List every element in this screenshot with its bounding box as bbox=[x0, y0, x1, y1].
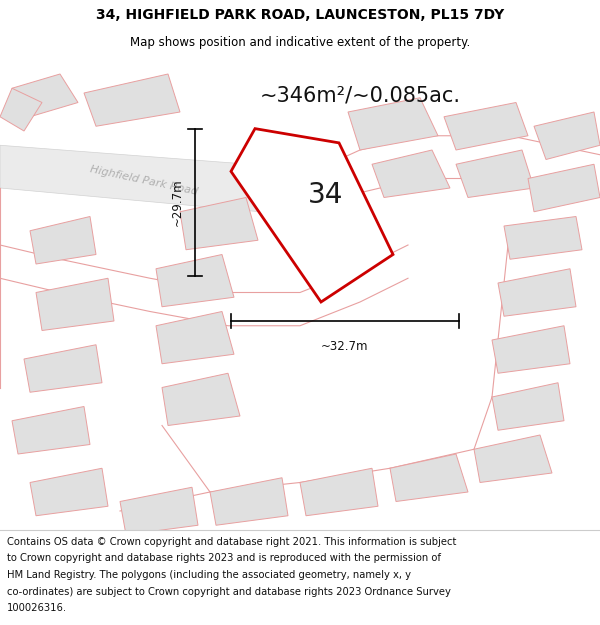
Polygon shape bbox=[348, 98, 438, 150]
Text: 34: 34 bbox=[308, 181, 343, 209]
Polygon shape bbox=[24, 345, 102, 392]
Polygon shape bbox=[156, 311, 234, 364]
Polygon shape bbox=[0, 145, 312, 216]
Polygon shape bbox=[492, 382, 564, 430]
Polygon shape bbox=[456, 150, 534, 198]
Polygon shape bbox=[372, 150, 450, 198]
Polygon shape bbox=[210, 478, 288, 525]
Polygon shape bbox=[444, 102, 528, 150]
Text: 34, HIGHFIELD PARK ROAD, LAUNCESTON, PL15 7DY: 34, HIGHFIELD PARK ROAD, LAUNCESTON, PL1… bbox=[96, 8, 504, 22]
Polygon shape bbox=[390, 454, 468, 501]
Polygon shape bbox=[0, 88, 42, 131]
Polygon shape bbox=[36, 278, 114, 331]
Polygon shape bbox=[30, 216, 96, 264]
Polygon shape bbox=[180, 198, 258, 250]
Text: Map shows position and indicative extent of the property.: Map shows position and indicative extent… bbox=[130, 36, 470, 49]
Polygon shape bbox=[300, 468, 378, 516]
Polygon shape bbox=[534, 112, 600, 159]
Polygon shape bbox=[528, 164, 600, 212]
Polygon shape bbox=[492, 326, 570, 373]
Text: to Crown copyright and database rights 2023 and is reproduced with the permissio: to Crown copyright and database rights 2… bbox=[7, 553, 441, 563]
Polygon shape bbox=[30, 468, 108, 516]
Polygon shape bbox=[120, 488, 198, 535]
Text: Contains OS data © Crown copyright and database right 2021. This information is : Contains OS data © Crown copyright and d… bbox=[7, 537, 457, 547]
Text: ~346m²/~0.085ac.: ~346m²/~0.085ac. bbox=[260, 86, 461, 106]
Polygon shape bbox=[504, 216, 582, 259]
Text: HM Land Registry. The polygons (including the associated geometry, namely x, y: HM Land Registry. The polygons (includin… bbox=[7, 570, 411, 580]
Polygon shape bbox=[156, 254, 234, 307]
Polygon shape bbox=[498, 269, 576, 316]
Polygon shape bbox=[474, 435, 552, 482]
Text: ~29.7m: ~29.7m bbox=[171, 179, 184, 226]
Text: co-ordinates) are subject to Crown copyright and database rights 2023 Ordnance S: co-ordinates) are subject to Crown copyr… bbox=[7, 586, 451, 596]
Polygon shape bbox=[12, 74, 78, 117]
Text: ~32.7m: ~32.7m bbox=[321, 340, 369, 353]
Polygon shape bbox=[162, 373, 240, 426]
Text: 100026316.: 100026316. bbox=[7, 603, 67, 613]
Polygon shape bbox=[231, 129, 393, 302]
Text: Highfield Park Road: Highfield Park Road bbox=[89, 164, 199, 198]
Polygon shape bbox=[12, 406, 90, 454]
Polygon shape bbox=[84, 74, 180, 126]
